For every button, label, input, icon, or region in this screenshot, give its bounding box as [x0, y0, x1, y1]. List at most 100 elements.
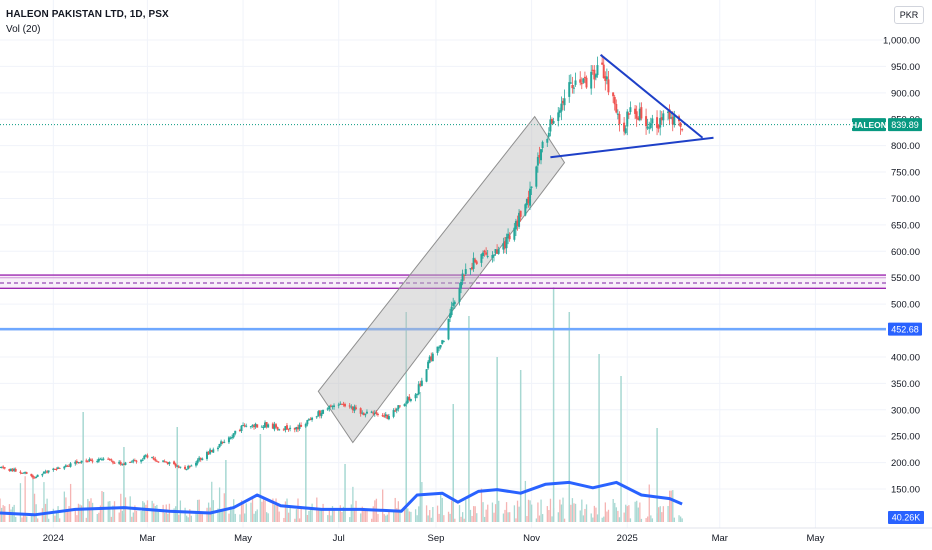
candle-body — [162, 460, 165, 462]
x-tick-label: 2025 — [617, 533, 638, 544]
volume-bar — [386, 514, 389, 522]
volume-bar — [526, 516, 528, 522]
candle-body — [343, 404, 346, 407]
candle-body — [274, 424, 277, 428]
candle-body — [525, 198, 528, 206]
volume-bar — [513, 505, 516, 522]
candle-body — [395, 408, 398, 411]
candle-body — [667, 111, 670, 113]
candle-body — [580, 82, 583, 85]
volume-bar — [531, 504, 533, 522]
candle-body — [376, 413, 379, 415]
volume-bar — [157, 511, 160, 522]
volume-bar — [454, 518, 456, 522]
y-tick-label: 150.00 — [891, 485, 920, 496]
volume-bar — [353, 507, 356, 522]
candle-body — [397, 405, 400, 410]
candle-body — [55, 468, 58, 470]
volume-bar — [355, 500, 357, 522]
volume-bar — [662, 506, 665, 522]
candle-body — [540, 149, 543, 161]
currency-selector[interactable]: PKR — [894, 6, 924, 24]
candle-body — [285, 425, 288, 430]
candle-body — [318, 410, 321, 416]
candle-body — [96, 460, 99, 462]
volume-bar — [242, 501, 244, 522]
candle-body — [8, 468, 11, 471]
volume-bar — [650, 515, 652, 522]
volume-bar — [109, 501, 111, 522]
candle-body — [475, 261, 478, 265]
volume-bar — [451, 500, 453, 522]
volume-bar — [262, 497, 265, 522]
candle-body — [527, 197, 530, 204]
volume-bar — [146, 500, 149, 522]
volume-bar — [399, 509, 401, 522]
candle-body — [637, 117, 640, 120]
volume-bar — [581, 499, 583, 522]
volume-bar — [245, 503, 247, 522]
volume-bar — [154, 506, 156, 522]
candle-body — [322, 409, 325, 414]
candle-body — [436, 346, 439, 353]
candle-body — [649, 123, 652, 128]
candle-body — [234, 430, 237, 434]
volume-bar — [32, 477, 34, 522]
candle-body — [561, 100, 564, 104]
candle-body — [571, 85, 574, 89]
volume-bar — [162, 504, 164, 522]
candle-body — [486, 255, 489, 257]
volume-bar — [98, 512, 100, 522]
candle-body — [3, 467, 6, 469]
volume-bar — [327, 515, 329, 522]
candle-body — [20, 472, 23, 474]
volume-bar — [518, 506, 520, 522]
volume-bar — [596, 514, 599, 522]
volume-bar — [341, 511, 343, 522]
candle-body — [417, 384, 420, 395]
volume-bar — [165, 504, 167, 522]
volume-bar — [24, 476, 26, 522]
volume-bar — [66, 511, 69, 522]
chart-title: HALEON PAKISTAN LTD, 1D, PSX — [6, 9, 169, 20]
volume-bar — [331, 506, 334, 522]
volume-spike — [452, 404, 454, 522]
candle-body — [362, 413, 365, 416]
candle-body — [85, 460, 88, 462]
candle-body — [154, 458, 157, 461]
volume-bar — [58, 518, 61, 522]
volume-bar — [535, 518, 538, 522]
candle-body — [420, 380, 423, 386]
candle-body — [657, 125, 660, 129]
candle-body — [659, 118, 662, 128]
volume-bar — [570, 504, 572, 522]
volume-bar — [145, 504, 147, 522]
candle-body — [46, 471, 49, 473]
volume-bar — [549, 498, 552, 522]
volume-bar — [385, 515, 387, 522]
candle-body — [394, 410, 397, 412]
candle-body — [42, 471, 45, 474]
volume-bar — [55, 512, 58, 522]
volume-bar — [320, 510, 323, 522]
volume-bar — [658, 507, 660, 522]
volume-bar — [211, 481, 213, 522]
volume-bar — [430, 517, 432, 522]
volume-bar — [135, 510, 138, 522]
volume-bar — [342, 506, 345, 522]
volume-bar — [410, 511, 412, 522]
volume-bar — [195, 511, 197, 522]
candle-body — [419, 383, 422, 386]
volume-bar — [68, 506, 70, 522]
volume-bar — [504, 509, 506, 522]
volume-bar — [447, 511, 450, 522]
candle-body — [453, 301, 456, 305]
candle-body — [365, 411, 368, 414]
candle-body — [546, 138, 549, 143]
candle-body — [596, 65, 599, 76]
candle-body — [615, 104, 618, 113]
volume-bar — [85, 517, 87, 522]
candle-body — [384, 414, 387, 417]
volume-bar — [615, 507, 617, 522]
